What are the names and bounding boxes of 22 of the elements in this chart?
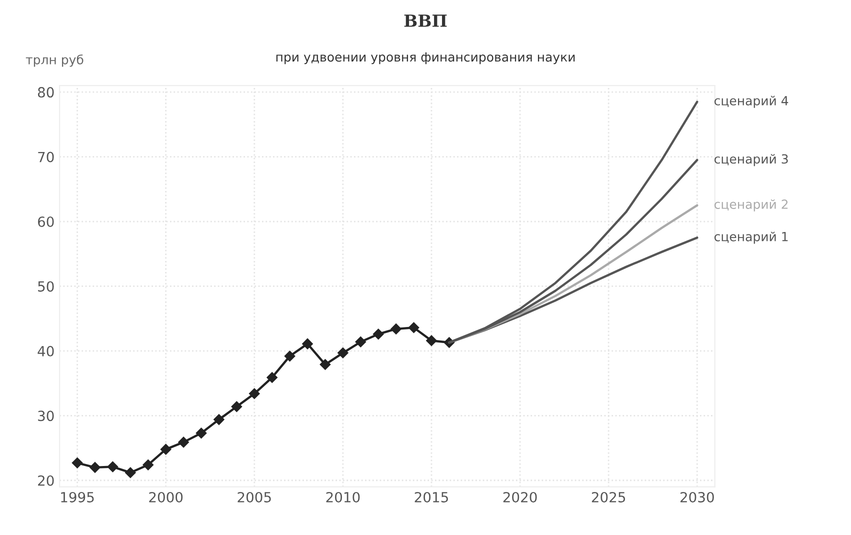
chart-title: ВВП [404,14,447,27]
y-tick-label: 80 [38,87,54,98]
y-tick-label: 20 [38,475,54,486]
x-tick-label: 2020 [503,492,537,502]
y-tick-label: 60 [38,216,54,227]
y-tick-label: 30 [38,410,54,422]
y-tick-label: 50 [38,281,54,292]
x-tick-label: 2005 [238,492,271,502]
x-tick-label: 1995 [61,492,94,502]
y-tick-label: 70 [38,152,54,162]
x-tick-label: 2030 [680,492,714,502]
x-tick-label: 2000 [149,492,183,502]
series-label: сценарий 3 [714,154,788,166]
series-label: сценарий 1 [714,232,788,244]
y-tick-label: 40 [38,346,54,356]
x-tick-label: 2025 [592,492,626,502]
x-tick-label: 2015 [414,492,448,502]
x-tick-label: 2010 [326,492,360,502]
series-label: сценарий 4 [714,96,788,108]
chart-subtitle: при удвоении уровня финансирования науки [276,52,575,64]
y-axis-title: трлн руб [26,54,84,67]
series-label: сценарий 2 [714,199,788,212]
